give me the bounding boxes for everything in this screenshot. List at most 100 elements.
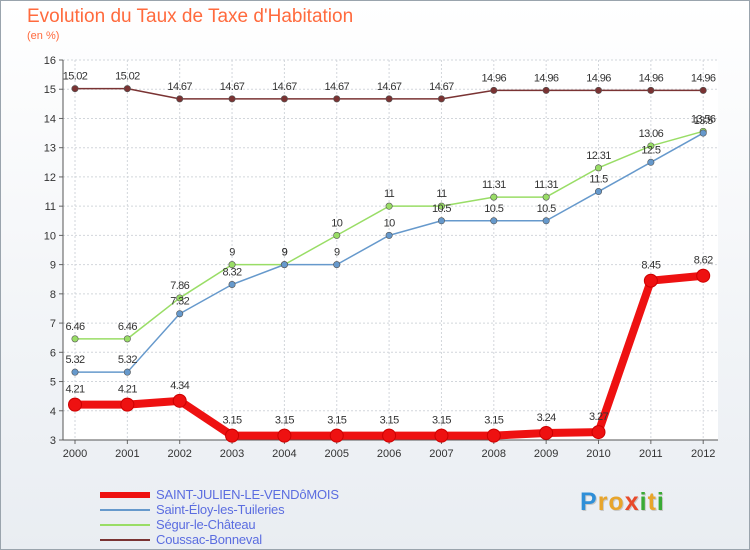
- data-point: [225, 428, 240, 443]
- data-point: [280, 95, 288, 103]
- data-label: 14.67: [220, 81, 245, 93]
- data-label: 10: [331, 217, 343, 229]
- data-label: 11: [436, 188, 447, 200]
- data-point: [228, 280, 236, 288]
- legend-swatch: [100, 508, 150, 511]
- data-label: 14.67: [377, 81, 402, 93]
- data-point: [591, 425, 606, 440]
- data-point: [594, 188, 602, 196]
- data-label: 3.15: [327, 415, 346, 427]
- y-tick-label: 15: [44, 84, 56, 96]
- data-label: 14.67: [429, 81, 454, 93]
- data-point: [176, 310, 184, 318]
- data-label: 9: [334, 247, 340, 259]
- legend-swatch: [100, 523, 150, 526]
- data-point: [123, 85, 131, 93]
- plot-area: [63, 60, 718, 440]
- data-point: [434, 428, 449, 443]
- data-point: [539, 425, 554, 440]
- x-tick-label: 2007: [429, 448, 453, 460]
- legend-item: Ségur-le-Château: [100, 517, 339, 532]
- x-tick-label: 2000: [63, 448, 87, 460]
- data-point: [385, 231, 393, 239]
- data-point: [176, 95, 184, 103]
- data-label: 14.67: [167, 81, 192, 93]
- legend-item: Coussac-Bonneval: [100, 532, 339, 547]
- data-label: 14.96: [482, 72, 507, 84]
- x-tick-label: 2009: [534, 448, 558, 460]
- x-tick-label: 2005: [325, 448, 349, 460]
- data-point: [329, 428, 344, 443]
- data-label: 15.02: [63, 71, 88, 83]
- data-point: [385, 95, 393, 103]
- data-label: 5.32: [65, 354, 84, 366]
- data-label: 7.32: [170, 296, 189, 308]
- data-label: 11.31: [482, 179, 506, 191]
- data-point: [647, 142, 655, 150]
- data-point: [542, 217, 550, 225]
- data-point: [228, 261, 236, 269]
- legend-label: Ségur-le-Château: [156, 517, 256, 532]
- data-point: [437, 217, 445, 225]
- data-point: [696, 268, 711, 283]
- logo-letter: i: [639, 488, 648, 516]
- data-point: [643, 273, 658, 288]
- y-tick-label: 12: [44, 172, 56, 184]
- x-tick-label: 2008: [482, 448, 506, 460]
- data-label: 10.5: [432, 203, 451, 215]
- data-point: [699, 86, 707, 94]
- y-tick-label: 9: [50, 260, 56, 272]
- chart-title: Evolution du Taux de Taxe d'Habitation: [27, 6, 354, 27]
- data-label: 10: [384, 217, 396, 229]
- chart-subtitle: (en %): [27, 30, 60, 42]
- logo-letter: r: [597, 488, 609, 516]
- data-point: [382, 428, 397, 443]
- data-label: 13.5: [694, 115, 713, 127]
- data-label: 10.5: [484, 203, 503, 215]
- data-point: [333, 261, 341, 269]
- line-chart: 3 4 5 6 7 8 9 10 11 12 13 14 15 16 2000 2001 2002 2003 200…: [44, 55, 718, 460]
- data-label: 3.15: [380, 415, 399, 427]
- y-tick-label: 3: [50, 435, 56, 447]
- x-tick-label: 2010: [586, 448, 610, 460]
- data-point: [594, 164, 602, 172]
- y-tick-label: 14: [44, 113, 56, 125]
- data-label: 9: [282, 247, 288, 259]
- data-label: 9: [229, 247, 235, 259]
- data-label: 4.34: [170, 380, 189, 392]
- data-point: [277, 428, 292, 443]
- y-tick-label: 5: [50, 377, 56, 389]
- legend: SAINT-JULIEN-LE-VENDôMOIS Saint-Éloy-les…: [100, 487, 339, 547]
- data-label: 14.96: [691, 72, 716, 84]
- data-label: 12.5: [641, 144, 660, 156]
- data-point: [699, 129, 707, 137]
- data-point: [490, 193, 498, 201]
- data-label: 8.62: [694, 255, 713, 267]
- legend-item: Saint-Éloy-les-Tuileries: [100, 502, 339, 517]
- y-tick-label: 6: [50, 347, 56, 359]
- x-tick-label: 2004: [272, 448, 296, 460]
- data-point: [333, 95, 341, 103]
- data-point: [437, 95, 445, 103]
- data-label: 12.31: [586, 150, 611, 162]
- legend-label: Saint-Éloy-les-Tuileries: [156, 502, 285, 517]
- x-tick-label: 2011: [639, 448, 663, 460]
- legend-swatch: [100, 491, 150, 498]
- data-point: [437, 202, 445, 210]
- legend-label: Coussac-Bonneval: [156, 532, 262, 547]
- data-label: 4.21: [118, 384, 137, 396]
- data-label: 11.5: [589, 174, 608, 186]
- data-label: 4.21: [65, 384, 84, 396]
- data-label: 3.15: [484, 415, 503, 427]
- data-label: 6.46: [65, 321, 84, 333]
- legend-swatch: [100, 538, 150, 541]
- data-point: [280, 261, 288, 269]
- data-point: [490, 86, 498, 94]
- data-point: [71, 85, 79, 93]
- data-point: [123, 368, 131, 376]
- data-point: [542, 193, 550, 201]
- data-label: 11.31: [534, 179, 558, 191]
- logo-letter: t: [647, 488, 657, 516]
- data-label: 14.67: [272, 81, 297, 93]
- logo-letter: x: [624, 488, 640, 516]
